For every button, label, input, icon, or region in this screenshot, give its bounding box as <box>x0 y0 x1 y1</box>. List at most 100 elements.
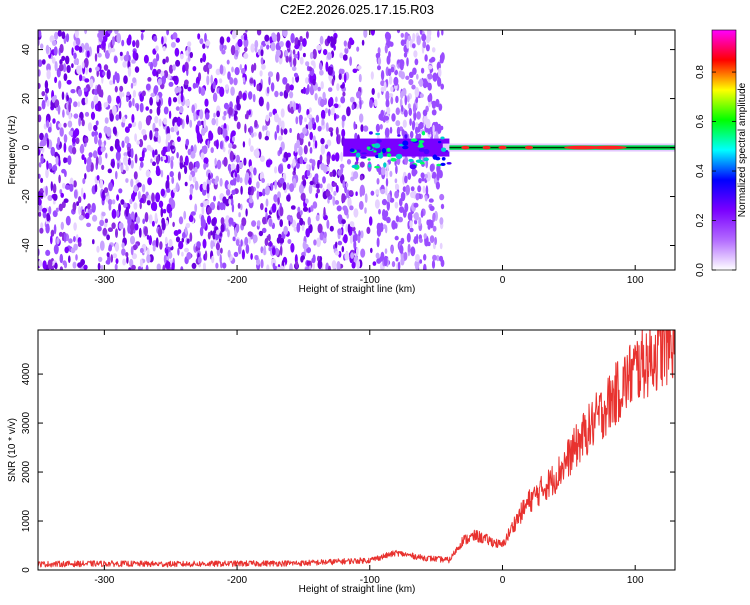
heatmap-speckle <box>353 208 359 218</box>
heatmap-speckle <box>390 96 394 105</box>
signal-turbulence-blob <box>356 149 361 152</box>
heatmap-speckle <box>317 159 320 170</box>
heatmap-speckle <box>278 164 284 174</box>
heatmap-speckle <box>292 158 296 167</box>
heatmap-speckle <box>363 125 369 132</box>
heatmap-speckle <box>299 217 304 226</box>
heatmap-speckle <box>265 114 270 122</box>
heatmap-speckle <box>55 155 59 166</box>
heatmap-speckle <box>193 144 197 154</box>
heatmap-speckle <box>328 108 331 117</box>
heatmap-speckle <box>177 94 182 105</box>
heatmap-speckle <box>253 79 256 88</box>
heatmap-speckle <box>184 181 188 187</box>
heatmap-speckle <box>359 187 363 198</box>
colorbar-tick-label: 0.8 <box>695 65 706 79</box>
heatmap-speckle <box>194 180 199 191</box>
heatmap-speckle <box>110 254 113 263</box>
heatmap-speckle <box>63 142 67 153</box>
heatmap-speckle <box>405 75 410 81</box>
heatmap-speckle <box>59 189 63 195</box>
heatmap-speckle <box>62 182 66 189</box>
heatmap-speckle <box>251 132 254 138</box>
heatmap-speckle <box>376 237 380 248</box>
heatmap-speckle <box>84 111 90 117</box>
heatmap-speckle <box>223 102 229 110</box>
heatmap-speckle <box>311 257 316 264</box>
heatmap-speckle <box>379 124 383 130</box>
heatmap-speckle <box>177 229 182 235</box>
heatmap-speckle <box>171 199 176 209</box>
heatmap-speckle <box>156 106 161 116</box>
signal-turbulence-blob <box>421 131 426 136</box>
heatmap-speckle <box>156 263 161 270</box>
heatmap-speckle <box>406 232 411 243</box>
heatmap-speckle <box>79 74 83 82</box>
heatmap-speckle <box>206 183 210 194</box>
heatmap-speckle <box>302 206 309 212</box>
spectrogram-y-ticks: -40 -20 0 20 40 <box>21 44 675 253</box>
heatmap-speckle <box>371 88 375 95</box>
heatmap-speckle <box>174 47 180 57</box>
heatmap-speckle <box>340 96 346 104</box>
heatmap-speckle <box>126 256 129 264</box>
heatmap-speckle <box>116 209 120 218</box>
heatmap-speckle <box>260 259 264 269</box>
heatmap-speckle <box>366 226 371 234</box>
figure-title: C2E2.2026.025.17.15.R03 <box>280 2 434 17</box>
heatmap-speckle <box>151 220 155 227</box>
heatmap-speckle <box>290 243 295 253</box>
heatmap-speckle <box>425 171 431 182</box>
heatmap-speckle <box>412 32 416 42</box>
heatmap-speckle <box>322 91 326 101</box>
heatmap-speckle <box>181 237 185 243</box>
heatmap-speckle <box>227 229 230 238</box>
heatmap-speckle <box>61 91 65 100</box>
heatmap-speckle <box>58 231 63 237</box>
heatmap-speckle <box>118 222 124 230</box>
heatmap-speckle <box>342 91 346 97</box>
heatmap-speckle <box>143 54 149 64</box>
heatmap-speckle <box>429 58 434 63</box>
heatmap-speckle <box>119 51 123 57</box>
heatmap-speckle <box>302 127 307 135</box>
heatmap-speckle <box>389 170 393 177</box>
heatmap-speckle <box>266 264 270 270</box>
heatmap-speckle <box>308 66 313 72</box>
heatmap-speckle <box>272 262 276 270</box>
heatmap-speckle <box>192 82 197 89</box>
heatmap-speckle <box>67 155 72 166</box>
heatmap-speckle <box>264 135 269 141</box>
heatmap-speckle <box>138 120 143 131</box>
heatmap-speckle <box>286 194 291 202</box>
heatmap-speckle <box>204 98 209 107</box>
heatmap-speckle <box>228 198 232 205</box>
heatmap-speckle <box>213 112 216 118</box>
heatmap-speckle <box>325 107 328 114</box>
snr-panel: -300 -200 -100 0 100 0 1000 2000 3000 4000 Heigh… <box>7 329 676 595</box>
heatmap-speckle <box>113 55 118 64</box>
heatmap-speckle <box>230 86 235 96</box>
heatmap-speckle <box>147 177 153 186</box>
heatmap-speckle <box>115 228 118 239</box>
heatmap-speckle <box>135 216 141 224</box>
heatmap-speckle <box>343 40 347 47</box>
heatmap-speckle <box>249 165 254 172</box>
heatmap-speckle <box>132 90 136 98</box>
heatmap-speckle <box>103 102 108 109</box>
heatmap-speckle <box>120 199 125 205</box>
heatmap-speckle <box>440 203 445 210</box>
heatmap-speckle <box>320 109 326 120</box>
heatmap-speckle <box>166 126 171 136</box>
heatmap-speckle <box>144 212 149 223</box>
heatmap-speckle <box>253 132 257 137</box>
heatmap-speckle <box>441 30 444 36</box>
heatmap-speckle <box>38 69 41 77</box>
spectrogram-heatmap <box>38 30 675 270</box>
heatmap-speckle <box>417 185 422 193</box>
heatmap-speckle <box>337 228 343 236</box>
heatmap-speckle <box>372 261 377 266</box>
heatmap-speckle <box>256 181 260 189</box>
heatmap-speckle <box>358 200 364 210</box>
